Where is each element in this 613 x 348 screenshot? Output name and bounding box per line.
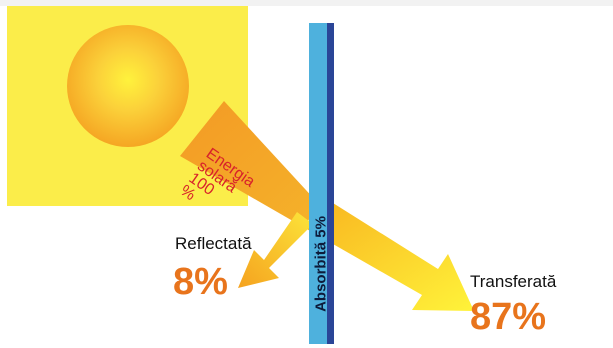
- glass-pane-light: [309, 23, 327, 344]
- sun-disc: [67, 25, 189, 147]
- transferred-percent: 87%: [470, 296, 547, 338]
- diagram-canvas: Energia solară 100 % Absorbită 5% Reflec…: [0, 6, 613, 348]
- absorbed-label: Absorbită 5%: [312, 216, 330, 312]
- transferred-label: Transferată: [470, 272, 557, 291]
- reflected-label: Reflectată: [175, 234, 252, 253]
- solar-diagram-graphic: [7, 6, 474, 344]
- incoming-energy-beam: [180, 101, 317, 228]
- glass-pane-dark: [327, 23, 334, 344]
- reflected-energy-arrow: [238, 212, 313, 288]
- reflected-percent: 8%: [173, 261, 228, 303]
- transferred-energy-arrow: [305, 198, 474, 311]
